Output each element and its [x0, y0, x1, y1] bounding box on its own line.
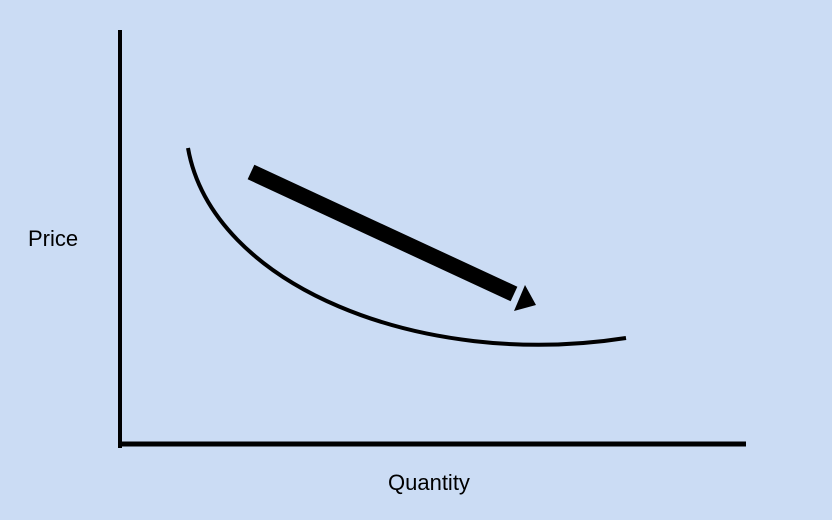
downward-trend-arrow: [247, 164, 536, 311]
demand-curve: [186, 147, 627, 347]
arrow-shaft: [247, 164, 518, 302]
arrow-head: [514, 285, 536, 311]
x-axis-label: Quantity: [388, 470, 470, 495]
y-axis-label: Price: [28, 226, 79, 251]
